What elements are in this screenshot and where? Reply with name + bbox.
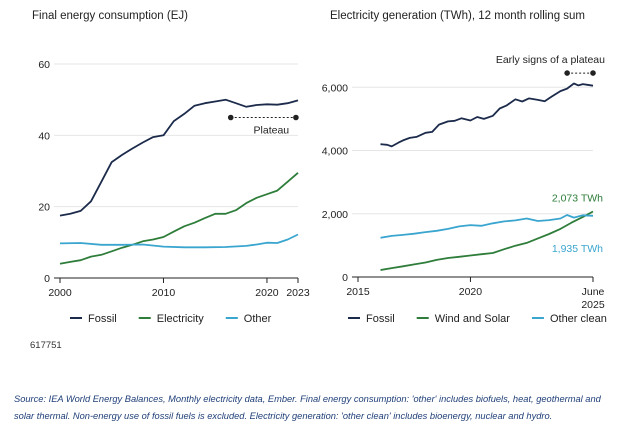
left-y-tick-label: 0 [44,273,50,285]
right-value-label: 1,935 TWh [552,243,603,255]
left-annotation-dot [227,114,234,121]
right-annotation-dot [564,70,570,76]
left-y-tick-label: 40 [38,130,50,142]
right-x-tick-label: June 2025 [581,286,605,311]
left-annotation-text: Plateau [254,125,290,137]
right-legend-label-wind-and-solar: Wind and Solar [435,313,511,325]
right-x-tick-label: 2015 [346,286,370,298]
left-legend-label-fossil: Fossil [88,313,117,325]
right-legend-label-fossil: Fossil [366,313,395,325]
left-y-tick-label: 20 [38,202,50,214]
left-x-tick-label: 2010 [152,287,176,299]
left-annotation-dot [293,114,299,121]
right-series-wind-and-solar-line [380,210,594,271]
left-legend-label-other: Other [244,313,272,325]
right-series-fossil-line [380,82,594,148]
left-y-tick-label: 60 [38,59,50,71]
left-series-electricity-line [59,172,299,265]
right-legend-label-other-clean: Other clean [550,313,607,325]
left-x-tick-label: 2020 [255,287,279,299]
right-x-tick-label: 2020 [459,286,483,298]
left-x-tick-label: 2023 [286,287,310,299]
right-y-tick-label: 2,000 [322,209,348,221]
right-value-label: 2,073 TWh [552,192,603,204]
left-legend-label-electricity: Electricity [157,313,205,325]
left-x-tick-label: 2000 [48,287,72,299]
right-chart-title: Electricity generation (TWh), 12 month r… [330,10,586,22]
right-annotation-dot [590,70,596,76]
left-series-other-line [59,233,299,249]
left-series-fossil-line [59,98,299,217]
right-series-other-clean-line [380,214,594,239]
figure-code: 617751 [30,340,62,351]
right-annotation-text: Early signs of a plateau [496,54,605,66]
left-chart-title: Final energy consumption (EJ) [32,10,188,22]
right-y-tick-label: 4,000 [322,146,348,158]
right-y-tick-label: 6,000 [322,82,348,94]
right-y-tick-label: 0 [342,272,348,284]
source-note: Source: IEA World Energy Balances, Month… [14,394,601,421]
